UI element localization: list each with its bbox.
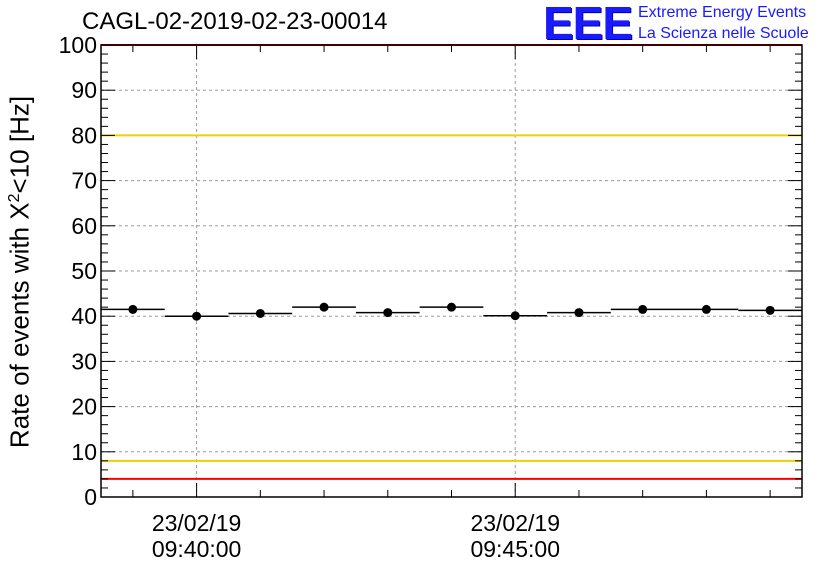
y-tick-label: 0 (84, 484, 97, 510)
data-point (638, 304, 648, 314)
y-axis-label: Rate of events with X2<10 [Hz] (4, 95, 35, 449)
y-tick-label: 20 (71, 394, 97, 420)
y-tick-label: 60 (71, 213, 97, 239)
y-tick-label: 40 (71, 303, 97, 329)
data-point (510, 311, 520, 321)
x-tick-date-label: 23/02/19 (470, 510, 560, 536)
y-tick-label: 10 (71, 439, 97, 465)
logo-caption-line2: La Scienza nelle Scuole (638, 25, 809, 42)
data-point (701, 304, 711, 314)
data-point (447, 302, 456, 312)
data-point (128, 304, 138, 314)
data-point (765, 305, 775, 315)
y-tick-label: 100 (59, 32, 97, 58)
x-tick-time-label: 09:40:00 (152, 536, 242, 562)
logo-caption-line1: Extreme Energy Events (638, 4, 807, 21)
chart-title: CAGL-02-2019-02-23-00014 (82, 8, 388, 35)
x-tick-time-label: 09:45:00 (470, 536, 560, 562)
y-tick-label: 50 (71, 258, 97, 284)
data-point (574, 308, 584, 318)
eee-logo: EEE (543, 0, 633, 49)
y-tick-label: 80 (71, 122, 97, 148)
data-point (192, 311, 202, 321)
data-point (383, 308, 393, 318)
data-point (255, 308, 265, 318)
data-point (319, 302, 329, 312)
x-tick-date-label: 23/02/19 (152, 510, 242, 536)
y-tick-label: 70 (71, 168, 97, 194)
y-tick-label: 30 (71, 348, 97, 374)
y-tick-label: 90 (71, 77, 97, 103)
